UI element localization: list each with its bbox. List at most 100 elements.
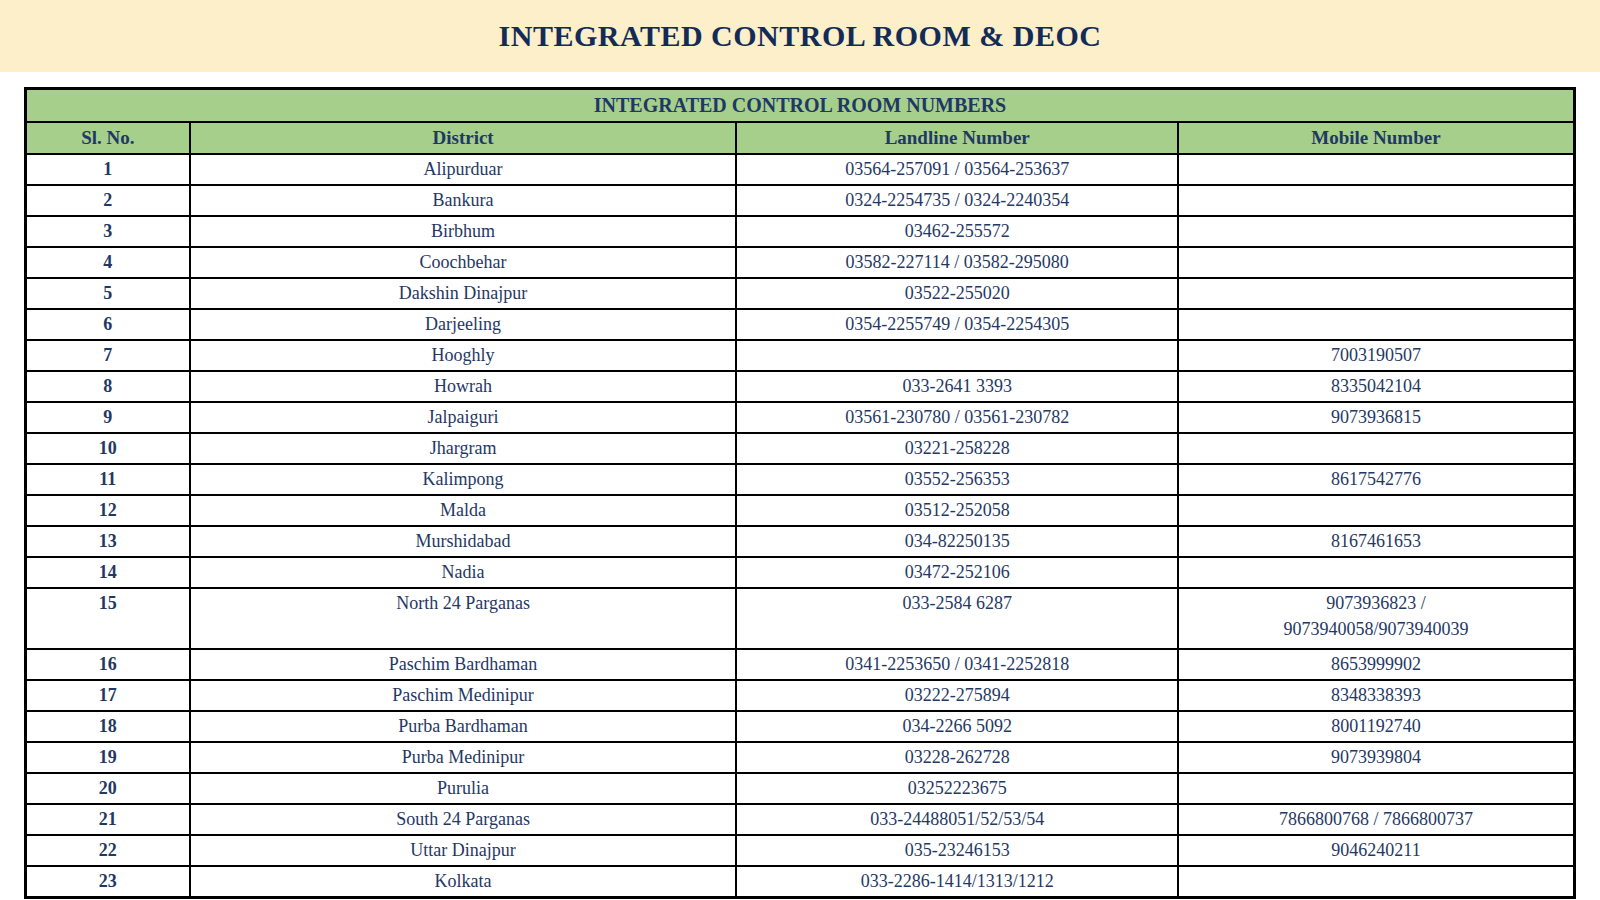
cell-landline: 03222-275894 (736, 680, 1177, 711)
cell-mobile: 9073939804 (1178, 742, 1575, 773)
table-row: 8 Howrah 033-2641 3393 8335042104 (26, 371, 1575, 402)
cell-mobile: 9073936823 / 9073940058/9073940039 (1178, 588, 1575, 649)
cell-landline: 03564-257091 / 03564-253637 (736, 154, 1177, 185)
cell-landline: 03252223675 (736, 773, 1177, 804)
table-row: 10 Jhargram 03221-258228 (26, 433, 1575, 464)
cell-district: South 24 Parganas (190, 804, 737, 835)
cell-landline: 0341-2253650 / 0341-2252818 (736, 649, 1177, 680)
cell-landline: 03582-227114 / 03582-295080 (736, 247, 1177, 278)
cell-mobile (1178, 185, 1575, 216)
cell-sl-no: 23 (26, 866, 190, 898)
table-row: 1 Alipurduar 03564-257091 / 03564-253637 (26, 154, 1575, 185)
cell-district: Nadia (190, 557, 737, 588)
cell-district: Kolkata (190, 866, 737, 898)
table-row: 3 Birbhum 03462-255572 (26, 216, 1575, 247)
cell-district: Malda (190, 495, 737, 526)
cell-district: Dakshin Dinajpur (190, 278, 737, 309)
cell-landline: 03552-256353 (736, 464, 1177, 495)
cell-landline: 03512-252058 (736, 495, 1177, 526)
cell-district: Darjeeling (190, 309, 737, 340)
cell-mobile: 8167461653 (1178, 526, 1575, 557)
page-title: INTEGRATED CONTROL ROOM & DEOC (499, 19, 1102, 53)
cell-landline: 033-2641 3393 (736, 371, 1177, 402)
cell-landline: 033-24488051/52/53/54 (736, 804, 1177, 835)
table-row: 2 Bankura 0324-2254735 / 0324-2240354 (26, 185, 1575, 216)
cell-landline: 0354-2255749 / 0354-2254305 (736, 309, 1177, 340)
cell-sl-no: 11 (26, 464, 190, 495)
cell-sl-no: 12 (26, 495, 190, 526)
cell-sl-no: 9 (26, 402, 190, 433)
cell-mobile: 7003190507 (1178, 340, 1575, 371)
table-row: 7 Hooghly 7003190507 (26, 340, 1575, 371)
cell-district: Uttar Dinajpur (190, 835, 737, 866)
table-row: 4 Coochbehar 03582-227114 / 03582-295080 (26, 247, 1575, 278)
cell-district: Purulia (190, 773, 737, 804)
cell-mobile: 9046240211 (1178, 835, 1575, 866)
cell-landline: 034-82250135 (736, 526, 1177, 557)
cell-mobile (1178, 154, 1575, 185)
table-row: 15 North 24 Parganas 033-2584 6287 90739… (26, 588, 1575, 649)
cell-district: Kalimpong (190, 464, 737, 495)
cell-sl-no: 2 (26, 185, 190, 216)
cell-district: Jhargram (190, 433, 737, 464)
cell-mobile: 7866800768 / 7866800737 (1178, 804, 1575, 835)
cell-district: Alipurduar (190, 154, 737, 185)
cell-district: Paschim Medinipur (190, 680, 737, 711)
cell-mobile (1178, 278, 1575, 309)
cell-district: Hooghly (190, 340, 737, 371)
cell-sl-no: 4 (26, 247, 190, 278)
cell-landline: 03221-258228 (736, 433, 1177, 464)
table-row: 13 Murshidabad 034-82250135 8167461653 (26, 526, 1575, 557)
table-row: 22 Uttar Dinajpur 035-23246153 904624021… (26, 835, 1575, 866)
cell-district: Purba Medinipur (190, 742, 737, 773)
cell-landline: 033-2286-1414/1313/1212 (736, 866, 1177, 898)
table-body: INTEGRATED CONTROL ROOM NUMBERS Sl. No. … (26, 89, 1575, 898)
cell-mobile (1178, 216, 1575, 247)
cell-sl-no: 22 (26, 835, 190, 866)
cell-mobile: 8001192740 (1178, 711, 1575, 742)
cell-sl-no: 21 (26, 804, 190, 835)
cell-landline: 0324-2254735 / 0324-2240354 (736, 185, 1177, 216)
cell-district: Murshidabad (190, 526, 737, 557)
cell-landline (736, 340, 1177, 371)
cell-mobile (1178, 773, 1575, 804)
cell-sl-no: 8 (26, 371, 190, 402)
table-row: 11 Kalimpong 03552-256353 8617542776 (26, 464, 1575, 495)
table-row: 20 Purulia 03252223675 (26, 773, 1575, 804)
cell-district: Purba Bardhaman (190, 711, 737, 742)
cell-mobile (1178, 309, 1575, 340)
cell-mobile: 9073936815 (1178, 402, 1575, 433)
cell-mobile: 8617542776 (1178, 464, 1575, 495)
cell-landline: 03561-230780 / 03561-230782 (736, 402, 1177, 433)
cell-sl-no: 15 (26, 588, 190, 649)
table-row: 18 Purba Bardhaman 034-2266 5092 8001192… (26, 711, 1575, 742)
col-header-sl-no: Sl. No. (26, 122, 190, 154)
table-title-row: INTEGRATED CONTROL ROOM NUMBERS (26, 89, 1575, 123)
cell-mobile: 8348338393 (1178, 680, 1575, 711)
cell-sl-no: 19 (26, 742, 190, 773)
cell-mobile (1178, 495, 1575, 526)
cell-sl-no: 14 (26, 557, 190, 588)
col-header-landline: Landline Number (736, 122, 1177, 154)
cell-landline: 03472-252106 (736, 557, 1177, 588)
cell-landline: 03228-262728 (736, 742, 1177, 773)
table-container: INTEGRATED CONTROL ROOM NUMBERS Sl. No. … (24, 87, 1576, 899)
cell-sl-no: 6 (26, 309, 190, 340)
cell-district: Howrah (190, 371, 737, 402)
table-row: 9 Jalpaiguri 03561-230780 / 03561-230782… (26, 402, 1575, 433)
cell-sl-no: 17 (26, 680, 190, 711)
cell-sl-no: 5 (26, 278, 190, 309)
cell-landline: 03462-255572 (736, 216, 1177, 247)
table-header-row: Sl. No. District Landline Number Mobile … (26, 122, 1575, 154)
cell-sl-no: 13 (26, 526, 190, 557)
table-title: INTEGRATED CONTROL ROOM NUMBERS (26, 89, 1575, 123)
cell-mobile: 8653999902 (1178, 649, 1575, 680)
page-banner: INTEGRATED CONTROL ROOM & DEOC (0, 0, 1600, 72)
cell-landline: 033-2584 6287 (736, 588, 1177, 649)
cell-mobile (1178, 433, 1575, 464)
table-row: 14 Nadia 03472-252106 (26, 557, 1575, 588)
table-row: 23 Kolkata 033-2286-1414/1313/1212 (26, 866, 1575, 898)
cell-district: Coochbehar (190, 247, 737, 278)
cell-sl-no: 7 (26, 340, 190, 371)
table-row: 19 Purba Medinipur 03228-262728 90739398… (26, 742, 1575, 773)
